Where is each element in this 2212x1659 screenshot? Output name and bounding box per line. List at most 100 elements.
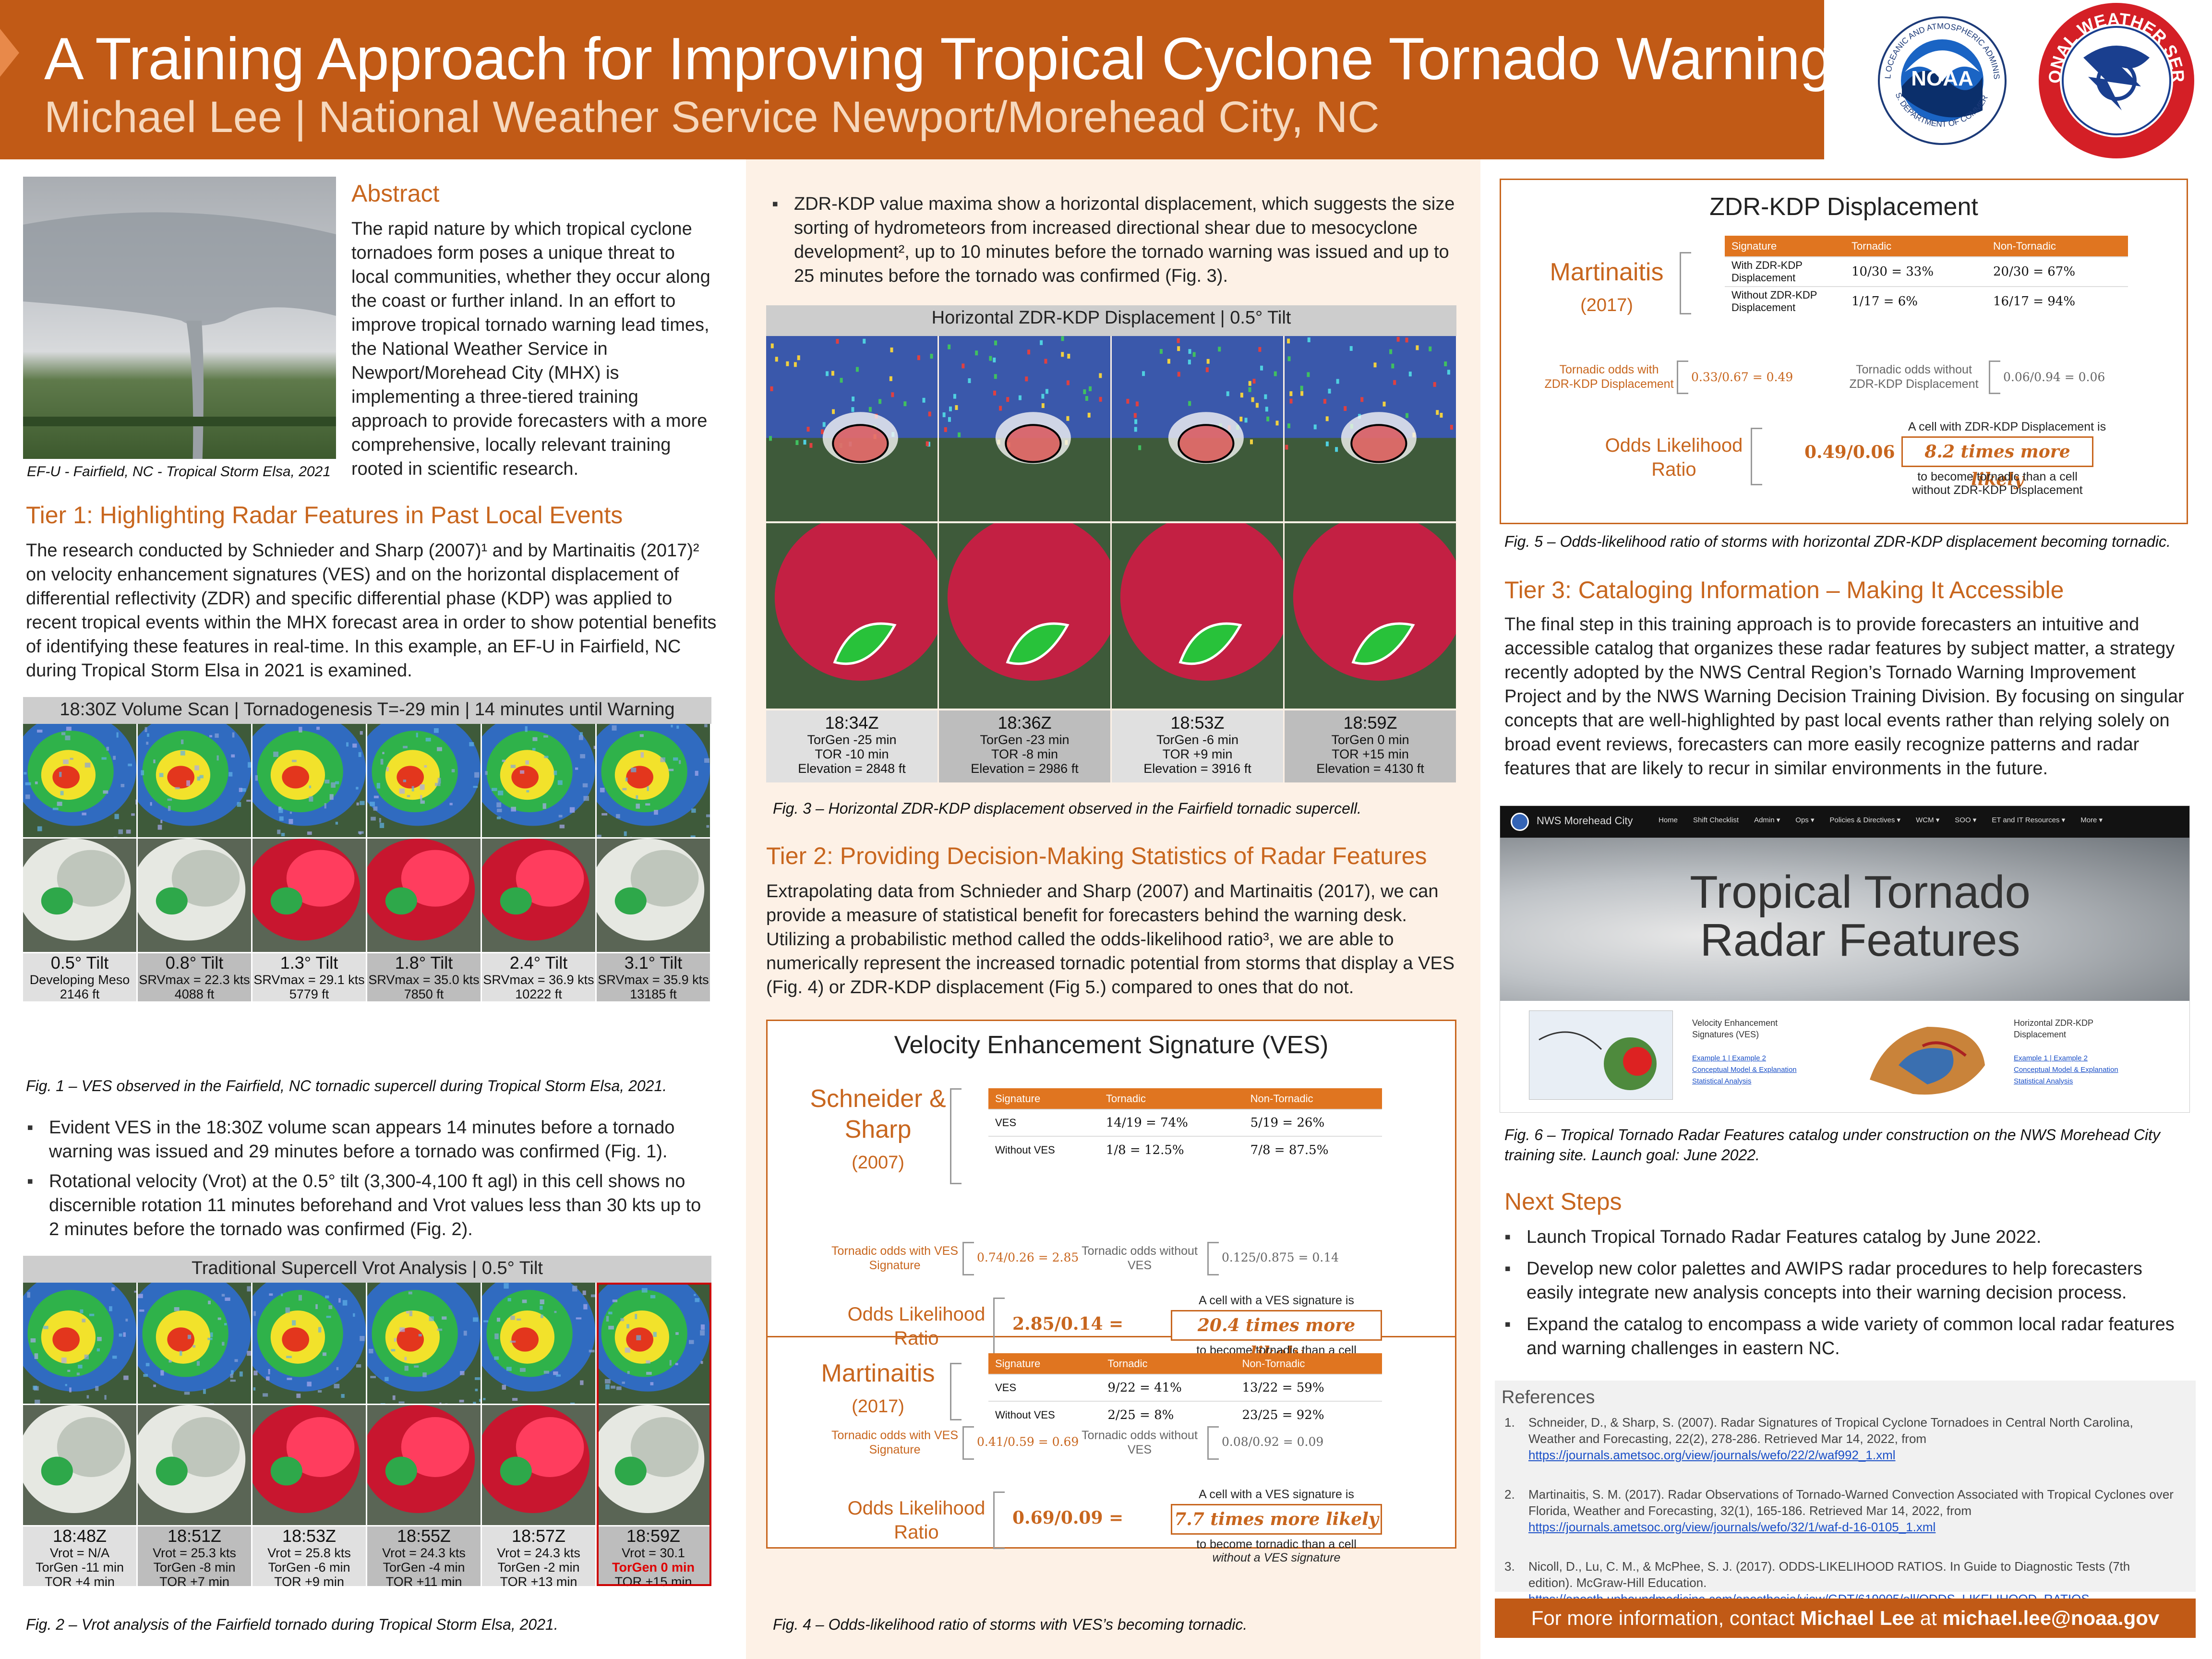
panel-l4: Elevation = 2848 ft xyxy=(798,761,906,776)
tier1-heading: Tier 1: Highlighting Radar Features in P… xyxy=(26,502,623,529)
card2-link-conceptual[interactable]: Conceptual Model & Explanation xyxy=(2014,1066,2118,1074)
fig2-panel-label: 18:55Z Vrot = 24.3 kts TorGen -4 min TOR +1… xyxy=(367,1526,481,1589)
ref-radar-image xyxy=(482,724,595,837)
nav-item[interactable]: Home xyxy=(1659,816,1678,824)
nav-item[interactable]: Policies & Directives ▾ xyxy=(1829,816,1901,824)
panel-l2: TorGen -23 min xyxy=(980,733,1070,747)
hero-line2: Radar Features xyxy=(1700,914,2020,966)
panel-time: 18:36Z xyxy=(998,713,1052,733)
header-notch xyxy=(0,29,19,77)
panel-time: 18:51Z xyxy=(167,1526,222,1546)
panel-height: 13185 ft xyxy=(630,987,677,1001)
nav-item[interactable]: ET and IT Resources ▾ xyxy=(1992,816,2066,824)
photo-caption: EF-U - Fairfield, NC - Tropical Storm El… xyxy=(27,464,331,480)
hero-satellite: Tropical Tornado Radar Features xyxy=(1500,838,2189,1001)
ratio-value: 0.69/0.09 = xyxy=(1012,1508,1124,1528)
panel-l2: TorGen -6 min xyxy=(1156,733,1239,747)
contact-email[interactable]: michael.lee@noaa.gov xyxy=(1942,1607,2160,1629)
panel-l3: TorGen 0 min xyxy=(612,1560,695,1575)
panel-l3: TorGen -4 min xyxy=(383,1560,465,1575)
nav-item[interactable]: Shift Checklist xyxy=(1693,816,1739,824)
poster-subtitle: Michael Lee | National Weather Service N… xyxy=(44,93,1380,142)
kdp-radar-image xyxy=(939,523,1110,709)
odds-with-label: Tornadic odds with VES Signature xyxy=(831,1244,959,1272)
fig3-title: Horizontal ZDR-KDP Displacement | 0.5° T… xyxy=(766,305,1456,336)
card2-link-examples[interactable]: Example 1 | Example 2 xyxy=(2014,1054,2088,1062)
card1-link-conceptual[interactable]: Conceptual Model & Explanation xyxy=(1692,1066,1797,1074)
table-header: Non-Tornadic xyxy=(1986,236,2128,257)
site-name[interactable]: NWS Morehead City xyxy=(1537,815,1633,827)
nav-item[interactable]: Ops ▾ xyxy=(1795,816,1815,824)
fig3-radar-grid: 18:34Z TorGen -25 min TOR -10 min Elevation… xyxy=(766,336,1456,791)
stats-author: Schneider & Sharp (2007) xyxy=(810,1085,946,1173)
panel-time: 18:57Z xyxy=(511,1526,566,1546)
ratio-value: 2.85/0.14 = xyxy=(1012,1314,1124,1334)
ratio-value: 0.49/0.06 = xyxy=(1804,442,1916,462)
fig1-panel-label: 0.8° Tilt SRVmax = 22.3 kts 4088 ft xyxy=(138,953,251,1001)
fig6-caption-line2: training site. Launch goal: June 2022. xyxy=(1504,1146,1760,1164)
fig1-panel-label: 1.3° Tilt SRVmax = 29.1 kts 5779 ft xyxy=(252,953,366,1001)
reference-number: 2. xyxy=(1504,1487,1515,1502)
table-header: Non-Tornadic xyxy=(1243,1088,1382,1109)
fig1-panel-label: 0.5° Tilt Developing Meso 2146 ft xyxy=(23,953,136,1001)
table-row: VES 14/19 = 74% 5/19 = 26% xyxy=(988,1109,1382,1136)
panel-time: 18:53Z xyxy=(282,1526,337,1546)
vel-radar-image xyxy=(482,1405,595,1525)
table-row: Without VES 1/8 = 12.5% 7/8 = 87.5% xyxy=(988,1136,1382,1163)
panel-l2: Vrot = 25.3 kts xyxy=(153,1546,236,1560)
ves-thumbnail[interactable] xyxy=(1529,1010,1673,1100)
ref-radar-image xyxy=(252,724,366,837)
fig2-panel-label: 18:53Z Vrot = 25.8 kts TorGen -6 min TOR +9… xyxy=(252,1526,366,1589)
fig1-panel-label: 3.1° Tilt SRVmax = 35.9 kts 13185 ft xyxy=(597,953,710,1001)
table-header: Tornadic xyxy=(1101,1353,1236,1374)
ref-radar-image xyxy=(482,1283,595,1404)
reference-link[interactable]: https://journals.ametsoc.org/view/journa… xyxy=(1528,1448,1896,1462)
nav-item[interactable]: SOO ▾ xyxy=(1955,816,1977,824)
vel-radar-image xyxy=(367,1405,481,1525)
agency-logos: NOAA NATIONAL OCEANIC AND ATMOSPHERIC AD… xyxy=(0,0,2194,158)
nav-item[interactable]: More ▾ xyxy=(2080,816,2103,824)
odds-without-value: 0.06/0.94 = 0.06 xyxy=(2003,370,2105,384)
card1-title: Velocity Enhancement Signatures (VES) xyxy=(1692,1018,1778,1039)
reference-text: Schneider, D., & Sharp, S. (2007). Radar… xyxy=(1528,1415,2133,1446)
card2-link-stats[interactable]: Statistical Analysis xyxy=(2014,1077,2073,1085)
panel-tilt: 2.4° Tilt xyxy=(509,953,568,973)
card1-link-stats[interactable]: Statistical Analysis xyxy=(1692,1077,1752,1085)
fig2-panel-label: 18:51Z Vrot = 25.3 kts TorGen -8 min TOR +7… xyxy=(138,1526,251,1589)
tier2-text: Extrapolating data from Schnieder and Sh… xyxy=(766,881,1455,998)
table-header: Signature xyxy=(988,1353,1101,1374)
vel-radar-image xyxy=(367,839,481,952)
contact-footer: For more information, contact Michael Le… xyxy=(1495,1599,2196,1638)
panel-time: 18:55Z xyxy=(397,1526,451,1546)
fig5-title: ZDR-KDP Displacement xyxy=(1709,193,1978,221)
ref-radar-image xyxy=(597,724,710,837)
fig1-title: 18:30Z Volume Scan | Tornadogenesis T=-2… xyxy=(23,697,711,724)
logo-area: NOAA NATIONAL OCEANIC AND ATMOSPHERIC AD… xyxy=(0,0,2212,159)
ratio-bottom-text-2: without ZDR-KDP Displacement xyxy=(1912,483,2083,497)
panel-l2: Vrot = 30.1 xyxy=(622,1546,685,1560)
panel-time: 18:48Z xyxy=(52,1526,107,1546)
zdr-thumbnail[interactable] xyxy=(1855,1008,1999,1104)
ratio-bottom-text: to become tornadic than a cell xyxy=(1196,1538,1357,1551)
panel-l2: TorGen 0 min xyxy=(1331,733,1409,747)
fig4-box: Velocity Enhancement Signature (VES) Sch… xyxy=(766,1020,1456,1564)
panel-tilt: 3.1° Tilt xyxy=(624,953,683,973)
panel-l2: TorGen -25 min xyxy=(807,733,897,747)
ref-radar-image xyxy=(138,1283,251,1404)
panel-tilt: 1.3° Tilt xyxy=(280,953,338,973)
odds-likelihood-label: Odds Likelihood Ratio xyxy=(847,1304,986,1349)
nav-item[interactable]: Admin ▾ xyxy=(1754,816,1780,824)
panel-tilt: 1.8° Tilt xyxy=(395,953,453,973)
zdr-radar-image xyxy=(1112,336,1283,521)
fig3-panel-label: 18:53Z TorGen -6 min TOR +9 min Elevation =… xyxy=(1112,710,1283,782)
table-row: With ZDR-KDP Displacement 10/30 = 33% 20/3… xyxy=(1725,256,2128,287)
nav-item[interactable]: WCM ▾ xyxy=(1916,816,1940,824)
panel-height: 2146 ft xyxy=(60,987,100,1001)
abstract-heading: Abstract xyxy=(351,180,440,207)
tier3-text: The final step in this training approach… xyxy=(1504,614,2184,779)
panel-l2: Vrot = 24.3 kts xyxy=(497,1546,580,1560)
tier2-heading: Tier 2: Providing Decision-Making Statis… xyxy=(766,842,1427,869)
reference-link[interactable]: https://journals.ametsoc.org/view/journa… xyxy=(1528,1520,1936,1534)
poster-header: A Training Approach for Improving Tropic… xyxy=(0,0,1862,159)
card1-link-examples[interactable]: Example 1 | Example 2 xyxy=(1692,1054,1766,1062)
